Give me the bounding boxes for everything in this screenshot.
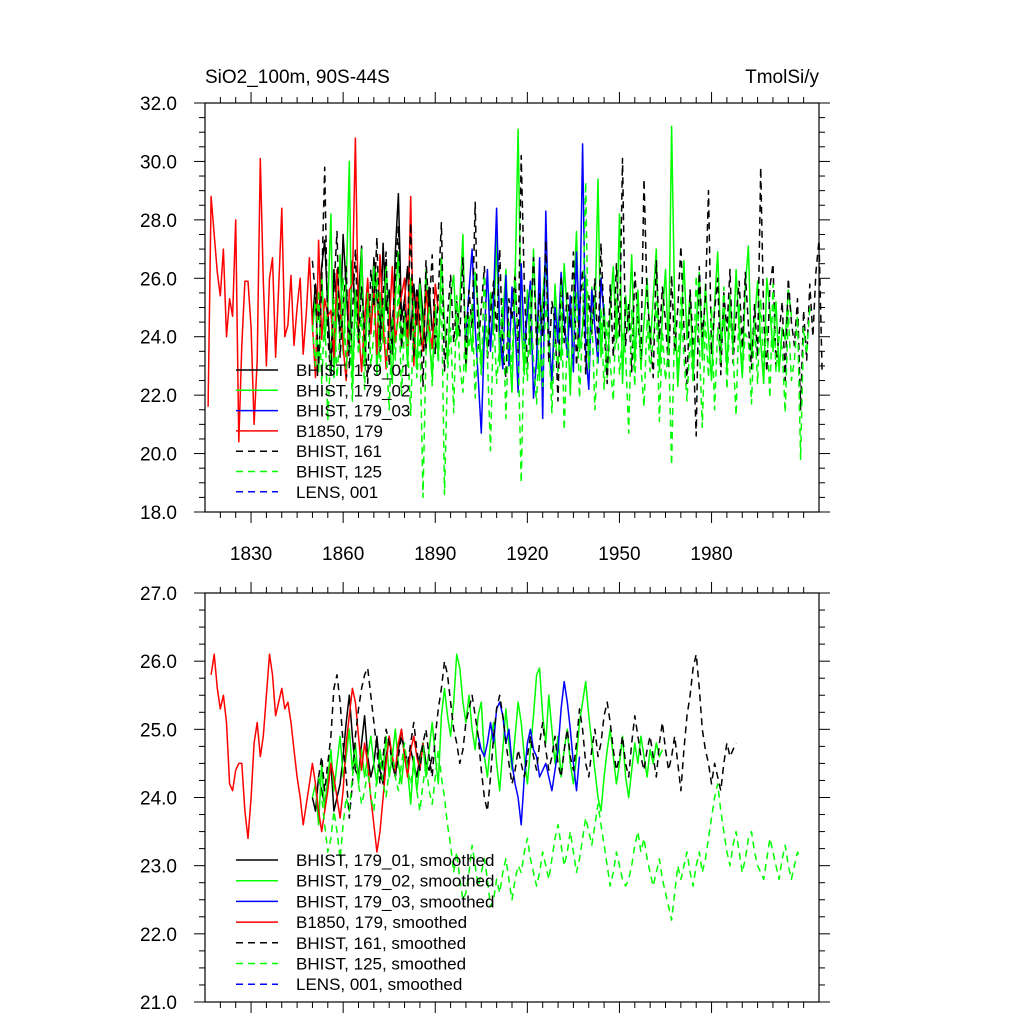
series-line-2: [311, 125, 793, 396]
x-tick-label-5: 1950: [598, 544, 640, 565]
y-tick-label-3: 23.0: [140, 857, 177, 878]
x-tick-label-1: 1830: [230, 544, 272, 565]
legend-label-3: BHIST, 179_03: [296, 402, 410, 421]
series-line-6: [311, 181, 811, 499]
series-line-2: [311, 653, 664, 826]
series-line-5: [311, 154, 823, 437]
x-tick-label-2: 1860: [322, 544, 364, 565]
y-tick-label-5: 25.0: [140, 720, 177, 741]
y-tick-label-2: 22.0: [140, 925, 177, 946]
y-tick-label-2: 20.0: [140, 445, 177, 466]
y-tick-label-8: 32.0: [140, 94, 177, 115]
legend-label-7: LENS, 001, smoothed: [296, 975, 462, 994]
series-line-6: [317, 742, 802, 921]
legend-label-6: BHIST, 125: [296, 463, 382, 482]
chart-panel-2: BHIST, 179_01, smoothed BHIST, 179_02, sm…: [140, 582, 830, 1014]
legend-label-7: LENS, 001: [296, 483, 378, 502]
legend-label-4: B1850, 179, smoothed: [296, 913, 467, 932]
chart-title-left: SiO2_100m, 90S-44S: [205, 67, 390, 88]
x-tick-label-6: 1980: [690, 544, 732, 565]
y-tick-label-4: 24.0: [140, 328, 177, 349]
legend-label-1: BHIST, 179_01, smoothed: [296, 851, 494, 870]
legend-label-2: BHIST, 179_02, smoothed: [296, 872, 494, 891]
legend-label-5: BHIST, 161, smoothed: [296, 934, 466, 953]
y-tick-label-1: 21.0: [140, 993, 177, 1014]
x-tick-label-4: 1920: [506, 544, 548, 565]
y-tick-label-7: 30.0: [140, 152, 177, 173]
y-tick-label-6: 28.0: [140, 211, 177, 232]
series-line-5: [317, 653, 737, 819]
y-tick-label-6: 26.0: [140, 652, 177, 673]
series-line-4: [210, 653, 424, 853]
legend-label-6: BHIST, 125, smoothed: [296, 955, 466, 974]
y-tick-label-5: 26.0: [140, 269, 177, 290]
legend-label-4: B1850, 179: [296, 422, 383, 441]
y-tick-label-4: 24.0: [140, 789, 177, 810]
y-tick-label-1: 18.0: [140, 503, 177, 524]
y-tick-label-7: 27.0: [140, 584, 177, 605]
series-line-1: [311, 694, 433, 812]
legend-label-5: BHIST, 161: [296, 442, 382, 461]
y-tick-label-3: 22.0: [140, 386, 177, 407]
chart-title-right: TmolSi/y: [745, 67, 819, 88]
series-line-3: [477, 680, 581, 826]
legend-label-2: BHIST, 179_02: [296, 381, 410, 400]
legend-label-1: BHIST, 179_01: [296, 361, 410, 380]
legend-label-3: BHIST, 179_03, smoothed: [296, 892, 494, 911]
x-tick-label-3: 1890: [414, 544, 456, 565]
